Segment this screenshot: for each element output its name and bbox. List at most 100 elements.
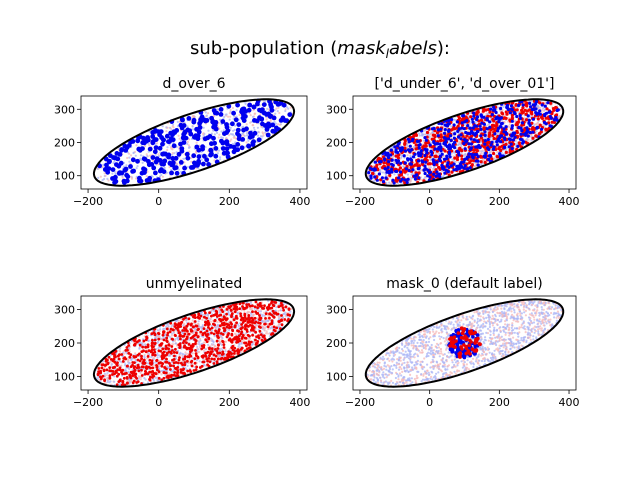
background-point — [149, 154, 152, 157]
background-point — [207, 112, 210, 115]
background-point — [135, 167, 138, 170]
background-point — [186, 165, 190, 169]
background-point — [283, 312, 286, 315]
background-point — [496, 151, 499, 154]
highlight-point-1 — [157, 158, 163, 163]
x-tick-label: 400 — [559, 195, 580, 208]
highlight-point-2 — [472, 138, 476, 142]
highlight-point-2 — [468, 126, 472, 130]
highlight-point-1 — [433, 154, 437, 158]
background-point — [218, 127, 221, 130]
background-point — [156, 341, 159, 344]
highlight-point-2 — [390, 162, 394, 166]
highlight-point-2 — [447, 152, 451, 156]
background-point — [251, 124, 254, 127]
highlight-point-1 — [138, 178, 144, 184]
background-point — [232, 136, 235, 139]
highlight-point-1 — [270, 122, 276, 128]
highlight-point-1 — [125, 174, 131, 180]
highlight-point-1 — [544, 116, 548, 120]
highlight-point-2 — [480, 121, 484, 125]
highlight-point-2 — [446, 170, 450, 174]
highlight-point-2 — [449, 164, 453, 168]
highlight-point-1 — [218, 107, 224, 112]
background-point — [212, 129, 215, 132]
highlight-point-1 — [421, 145, 425, 149]
highlight-point-1 — [170, 156, 176, 161]
highlight-point-2 — [403, 149, 408, 153]
background-point — [132, 151, 135, 154]
highlight-point-1 — [481, 109, 485, 113]
highlight-point-1 — [204, 157, 210, 163]
highlight-point-2 — [403, 178, 407, 182]
highlight-point-2 — [436, 134, 440, 138]
highlight-point-2 — [392, 181, 396, 185]
highlight-point-1 — [523, 108, 527, 112]
highlight-point-1 — [196, 147, 202, 153]
highlight-point-2 — [496, 129, 500, 133]
highlight-point-1 — [456, 124, 460, 128]
highlight-point-1 — [191, 153, 197, 159]
highlight-point-1 — [226, 103, 232, 109]
background-point — [183, 157, 186, 160]
highlight-point-1 — [492, 136, 496, 141]
highlight-point-1 — [517, 141, 522, 145]
background-point — [224, 350, 227, 353]
highlight-point-1 — [483, 160, 487, 165]
highlight-point-1 — [252, 130, 258, 136]
highlight-point-2 — [538, 112, 542, 116]
background-point — [406, 154, 409, 157]
background-point — [187, 144, 190, 147]
highlight-point-1 — [136, 146, 142, 152]
highlight-point-2 — [445, 156, 449, 161]
highlight-point-2 — [546, 101, 550, 105]
highlight-point-1 — [124, 145, 130, 150]
background-point — [457, 138, 460, 141]
highlight-point-1 — [552, 120, 557, 124]
background-point — [148, 144, 151, 147]
highlight-point-1 — [287, 112, 293, 117]
background-point — [125, 164, 128, 167]
background-point — [259, 113, 262, 116]
background-point — [246, 134, 249, 137]
background-point — [506, 135, 509, 138]
highlight-point-2 — [423, 164, 427, 168]
highlight-point-1 — [425, 130, 430, 135]
highlight-point-1 — [131, 168, 137, 174]
highlight-point-1 — [153, 159, 159, 165]
background-point — [412, 145, 415, 149]
background-point — [430, 133, 433, 136]
highlight-point-1 — [218, 112, 224, 117]
highlight-point-1 — [489, 128, 493, 132]
background-point — [220, 136, 223, 139]
background-point — [269, 327, 272, 330]
background-point — [539, 106, 542, 109]
highlight-point-2 — [488, 125, 492, 129]
background-point — [438, 152, 441, 155]
highlight-point-1 — [114, 162, 119, 168]
background-point — [197, 167, 200, 170]
background-point — [204, 111, 207, 114]
background-point — [207, 317, 210, 320]
highlight-point-1 — [119, 147, 125, 152]
highlight-point-2 — [413, 152, 417, 156]
highlight-point-2 — [443, 171, 447, 175]
background-point — [156, 356, 159, 359]
background-point — [171, 125, 174, 128]
highlight-point-1 — [412, 134, 416, 138]
highlight-point-1 — [510, 113, 514, 117]
background-point — [190, 156, 193, 159]
highlight-point-2 — [519, 116, 523, 120]
highlight-point-2 — [475, 124, 479, 128]
background-point — [535, 130, 538, 133]
highlight-point-1 — [538, 101, 542, 105]
highlight-point-2 — [399, 148, 403, 153]
highlight-point-1 — [164, 133, 170, 139]
background-point — [558, 115, 562, 118]
background-point — [247, 139, 250, 142]
highlight-point-2 — [417, 139, 421, 143]
background-point — [156, 354, 159, 357]
highlight-point-1 — [196, 158, 202, 164]
highlight-point-2 — [509, 104, 513, 108]
highlight-point-1 — [170, 162, 176, 168]
